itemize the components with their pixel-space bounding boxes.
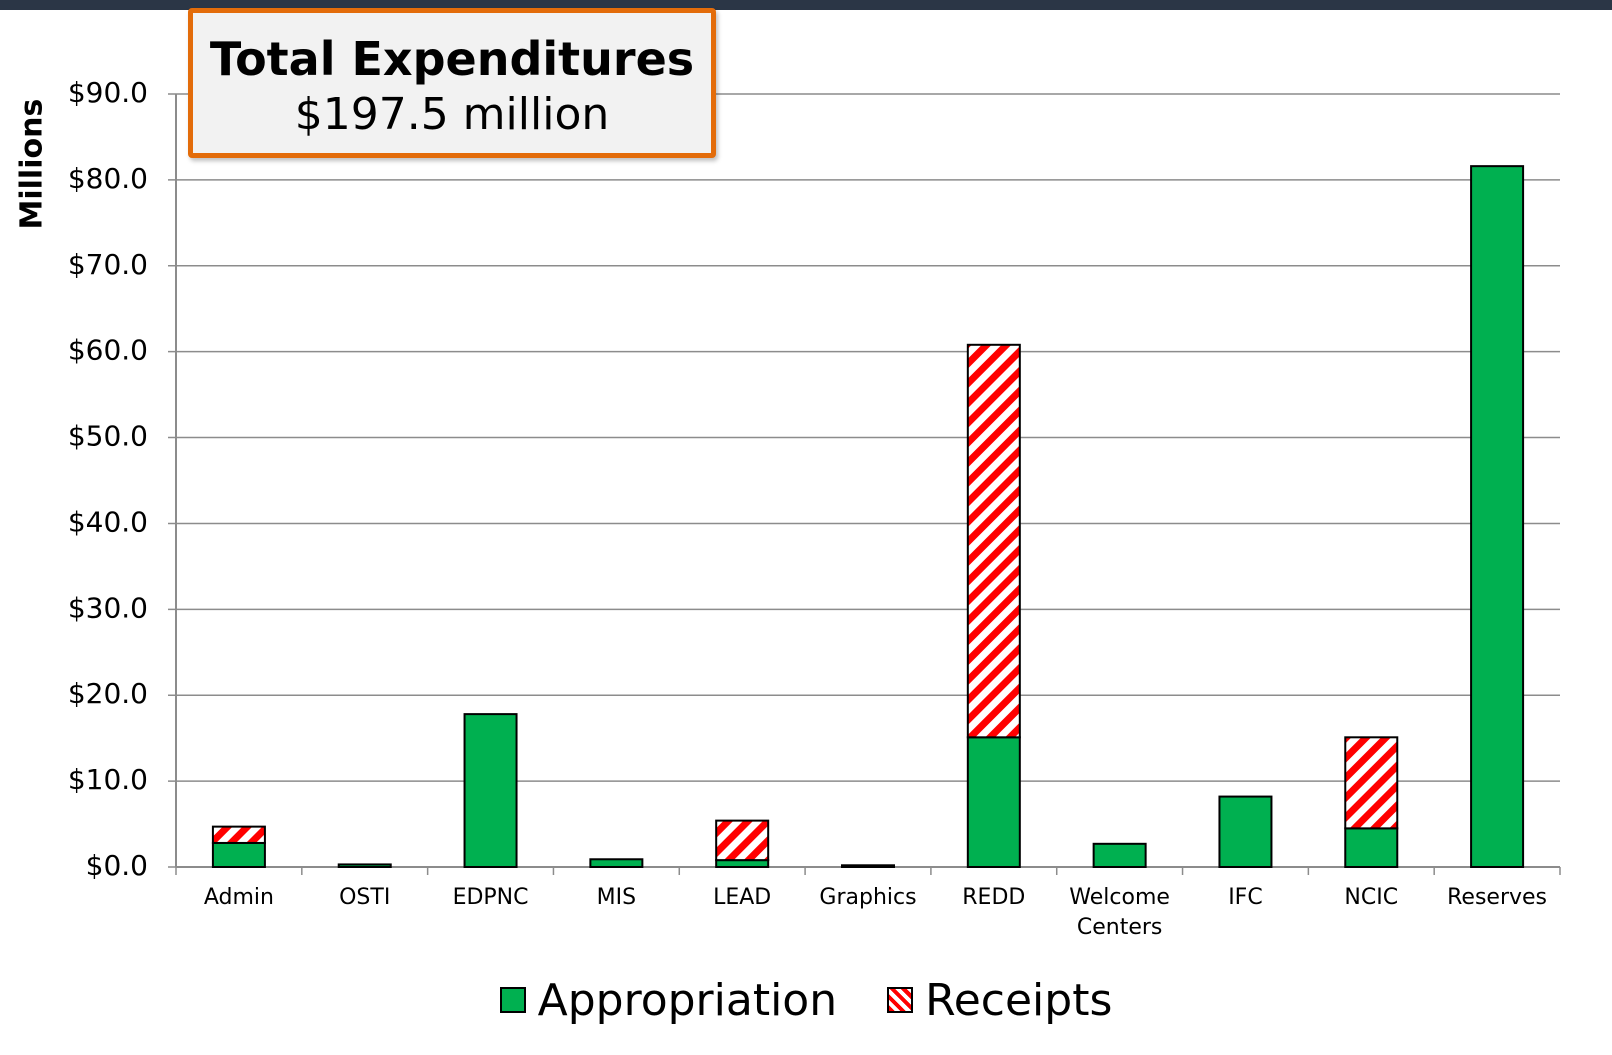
chart-subtitle: $197.5 million [294, 89, 610, 140]
y-tick-label: $80.0 [68, 162, 148, 195]
bar-segment [1470, 165, 1525, 868]
bar-segment [966, 736, 1021, 869]
bar-segment [1092, 842, 1147, 868]
bar-segment [337, 863, 392, 869]
bar-segment [1344, 736, 1399, 830]
x-tick-label: EDPNC [452, 885, 529, 910]
x-tick-label: Welcome Centers [1069, 885, 1170, 940]
x-tick-label: Reserves [1447, 885, 1548, 910]
y-axis-label: Millions [14, 98, 50, 230]
bar-segment [589, 858, 644, 869]
bar-segment [211, 825, 266, 844]
x-tick-label: MIS [596, 885, 637, 910]
bar-segment [463, 713, 518, 869]
legend-label: Receipts [925, 974, 1113, 1026]
chart-title: Total Expenditures [209, 32, 695, 86]
y-tick-label: $50.0 [68, 420, 148, 453]
x-tick-label: NCIC [1344, 885, 1399, 910]
legend: Appropriation Receipts [0, 970, 1612, 1030]
bar-segment [211, 841, 266, 868]
legend-label: Appropriation [537, 974, 838, 1026]
top-bar [0, 0, 1612, 10]
bar-segment [1218, 795, 1273, 868]
bar-segment [841, 864, 895, 869]
y-tick-label: $20.0 [68, 677, 148, 710]
legend-item: Appropriation [499, 974, 838, 1026]
bar-segment [715, 859, 770, 869]
legend-swatch [887, 987, 914, 1013]
x-tick-label: OSTI [339, 885, 391, 910]
x-tick-label: Admin [203, 885, 274, 910]
y-tick-label: $10.0 [68, 763, 148, 796]
y-tick-label: $0.0 [86, 849, 148, 882]
legend-swatch [499, 987, 526, 1013]
y-tick-label: $40.0 [68, 505, 148, 538]
legend-item: Receipts [887, 975, 1112, 1026]
bar-segment [1344, 827, 1399, 868]
bar-segment [966, 343, 1021, 739]
y-tick-label: $70.0 [68, 248, 148, 281]
y-tick-label: $30.0 [68, 591, 148, 624]
x-tick-label: REDD [962, 885, 1026, 910]
x-tick-label: IFC [1228, 885, 1263, 910]
y-tick-label: $90.0 [68, 76, 148, 109]
title-box: Total Expenditures $197.5 million [188, 8, 716, 158]
x-tick-label: LEAD [713, 885, 772, 910]
x-tick-label: Graphics [819, 885, 917, 910]
bar-segment [715, 819, 770, 862]
y-tick-label: $60.0 [68, 334, 148, 367]
